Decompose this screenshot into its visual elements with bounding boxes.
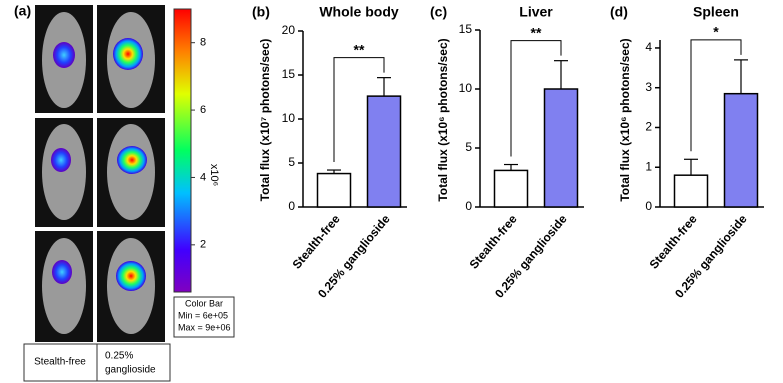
panel-label: (a): [14, 3, 31, 19]
y-tick-label: 3: [645, 80, 652, 94]
y-axis-label: Total flux (x10⁶ photons/sec): [436, 38, 450, 201]
significance-bracket: [333, 57, 385, 163]
y-tick-label: 15: [459, 22, 473, 36]
significance-label: **: [354, 41, 365, 57]
colorbar-tick-label: 8: [200, 37, 206, 49]
colorbar-box: [173, 296, 235, 338]
mouse-images: [35, 5, 165, 342]
y-tick-label: 20: [282, 23, 296, 37]
y-tick-label: 0: [645, 199, 652, 213]
colorbar-tick-label: 2: [200, 239, 206, 251]
bar: [673, 174, 709, 208]
y-tick-label: 5: [465, 140, 472, 154]
bar: [316, 172, 352, 208]
y-tick-label: 2: [645, 120, 652, 134]
significance-label: **: [531, 24, 542, 40]
bar: [543, 88, 579, 208]
bar: [366, 95, 402, 208]
colorbar-tick-label: 4: [200, 171, 206, 183]
significance-bracket: [690, 39, 742, 152]
x-tick-label: Stealth-free: [467, 212, 520, 272]
panel-label: (c): [430, 4, 447, 20]
colorbar-unit: x10⁶: [208, 164, 220, 186]
y-axis-label: Total flux (x10⁷ photons/sec): [258, 39, 272, 202]
x-tick-label: Stealth-free: [290, 212, 343, 272]
y-axis-label: Total flux (x10⁶ photons/sec): [618, 38, 632, 201]
y-tick-label: 4: [645, 40, 652, 54]
y-tick-label: 1: [645, 159, 652, 173]
significance-bracket: [510, 40, 562, 157]
y-tick-label: 0: [288, 199, 295, 213]
chart-title: Spleen: [693, 4, 739, 20]
y-tick-label: 0: [465, 199, 472, 213]
panel-label: (d): [610, 4, 628, 20]
bar: [493, 169, 529, 208]
bar: [723, 92, 759, 208]
column-label: 0.25%: [105, 351, 133, 362]
colorbar-box-text: Color Bar: [185, 298, 223, 308]
color-bar: [173, 8, 192, 293]
colorbar-box-text: Min = 6e+05: [178, 310, 228, 320]
column-label: ganglioside: [105, 365, 156, 376]
x-tick-label: Stealth-free: [647, 212, 700, 272]
column-label: Stealth-free: [34, 357, 86, 368]
y-tick-label: 10: [282, 111, 296, 125]
significance-label: *: [713, 24, 719, 40]
chart-title: Whole body: [319, 4, 399, 20]
y-tick-label: 10: [459, 81, 473, 95]
panel-label: (b): [252, 4, 270, 20]
colorbar-box-text: Max = 9e+06: [178, 322, 231, 332]
colorbar-tick-label: 6: [200, 104, 206, 116]
y-tick-label: 5: [288, 155, 295, 169]
chart-title: Liver: [519, 4, 553, 20]
y-tick-label: 15: [282, 67, 296, 81]
